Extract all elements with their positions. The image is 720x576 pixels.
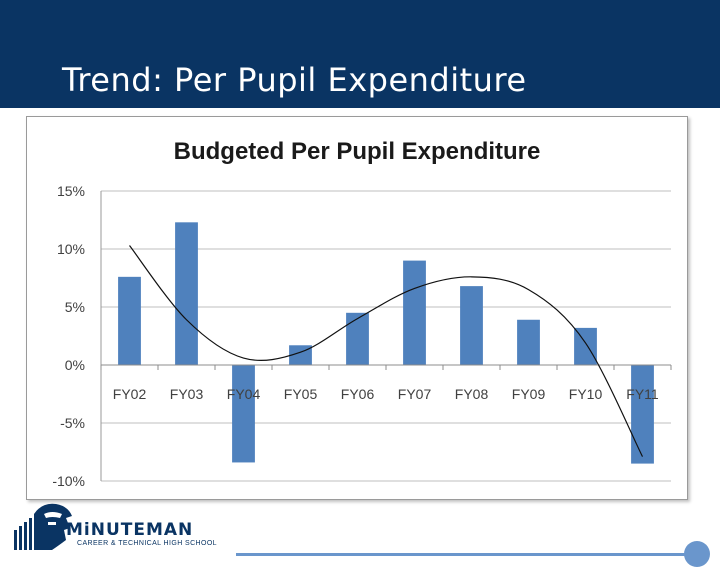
chart-title: Budgeted Per Pupil Expenditure bbox=[174, 138, 541, 165]
y-tick-label: 5% bbox=[65, 299, 85, 315]
bar-fy10 bbox=[574, 327, 597, 365]
x-tick-label: FY09 bbox=[512, 386, 546, 402]
bar-chart: Budgeted Per Pupil Expenditure 15% 10% 5% 0%… bbox=[52, 138, 672, 489]
y-tick-label: 10% bbox=[57, 241, 85, 257]
bar-fy07 bbox=[403, 260, 426, 365]
y-tick-label: -5% bbox=[60, 415, 85, 431]
y-tick-label: -10% bbox=[52, 473, 85, 489]
y-tick-label: 15% bbox=[57, 183, 85, 199]
x-tick-label: FY07 bbox=[398, 386, 432, 402]
bar-fy02 bbox=[118, 276, 141, 365]
x-tick-label: FY02 bbox=[113, 386, 147, 402]
x-tick-label: FY11 bbox=[626, 386, 659, 402]
footer-dot bbox=[684, 541, 710, 567]
logo-subtitle: CAREER & TECHNICAL HIGH SCHOOL bbox=[77, 540, 217, 547]
trendline bbox=[129, 245, 644, 457]
x-tick-label: FY03 bbox=[170, 386, 204, 402]
x-tick-label: FY10 bbox=[569, 386, 603, 402]
x-tick-label: FY06 bbox=[341, 386, 375, 402]
bar-fy03 bbox=[175, 222, 198, 365]
bar-fy04 bbox=[232, 365, 255, 463]
chart-frame: Budgeted Per Pupil Expenditure 15% 10% 5% 0%… bbox=[26, 116, 688, 500]
bar-fy08 bbox=[460, 286, 483, 365]
x-tick-label: FY04 bbox=[227, 386, 261, 402]
logo-wordmark: MiNUTEMAN bbox=[66, 520, 194, 540]
bar-fy11 bbox=[631, 365, 654, 464]
x-tick-label: FY05 bbox=[284, 386, 318, 402]
y-tick-label: 0% bbox=[65, 357, 85, 373]
bar-fy09 bbox=[517, 319, 540, 365]
slide-title: Trend: Per Pupil Expenditure bbox=[62, 61, 527, 99]
footer-divider bbox=[236, 553, 692, 556]
x-tick-label: FY08 bbox=[455, 386, 489, 402]
bar-fy06 bbox=[346, 312, 369, 365]
minuteman-logo-icon bbox=[14, 503, 72, 550]
title-bar bbox=[0, 0, 720, 108]
